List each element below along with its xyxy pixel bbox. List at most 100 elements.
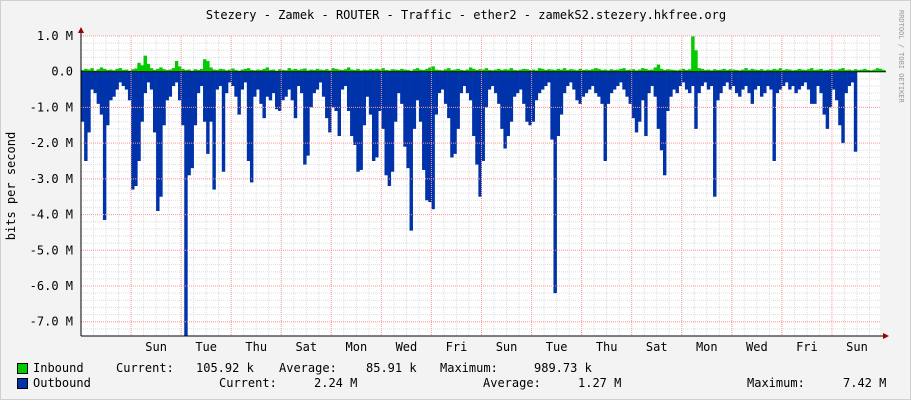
outbound-bar xyxy=(719,71,723,94)
inbound-bar xyxy=(497,68,501,72)
inbound-bar xyxy=(303,68,307,72)
inbound-bar xyxy=(159,67,163,72)
outbound-bar xyxy=(209,71,213,122)
inbound-bar xyxy=(124,69,129,72)
outbound-bar xyxy=(647,71,651,94)
outbound-bar xyxy=(556,71,561,136)
outbound-bar xyxy=(569,71,573,83)
inbound-bar xyxy=(249,69,254,72)
inbound-bar xyxy=(656,64,661,72)
inbound-bar xyxy=(146,63,151,72)
inbound-bar xyxy=(847,69,852,72)
inbound-bar xyxy=(212,69,216,72)
outbound-bar xyxy=(810,71,814,104)
inbound-bar xyxy=(825,69,830,72)
outbound-bar xyxy=(140,71,144,122)
outbound-bar xyxy=(440,71,445,90)
inbound-bar xyxy=(806,69,811,72)
outbound-bar xyxy=(487,71,492,90)
outbound-bar xyxy=(575,71,579,101)
inbound-bar xyxy=(744,68,748,72)
outbound-bar xyxy=(162,71,166,126)
outbound-bar xyxy=(709,71,714,86)
outbound-bar xyxy=(118,71,122,83)
outbound-bar xyxy=(603,71,607,161)
outbound-bar xyxy=(246,71,251,161)
outbound-bar xyxy=(203,71,207,122)
inbound-bar xyxy=(684,69,689,72)
inbound-bar xyxy=(528,69,532,72)
inbound-bar xyxy=(725,69,729,72)
inbound-bar xyxy=(431,66,435,72)
x-tick-label: Thu xyxy=(245,340,267,354)
outbound-bar xyxy=(450,71,454,158)
outbound-bar xyxy=(265,71,270,97)
outbound-bar xyxy=(356,71,360,172)
inbound-bar xyxy=(634,70,639,72)
inbound-bar xyxy=(428,67,432,72)
outbound-bar xyxy=(393,71,398,122)
x-tick-label: Mon xyxy=(346,340,368,354)
outbound-bar xyxy=(619,71,623,83)
inbound-bar xyxy=(278,69,282,72)
outbound-bar xyxy=(287,71,291,90)
outbound-bar xyxy=(481,71,485,161)
outbound-bar xyxy=(240,71,245,90)
outbound-bar xyxy=(519,71,523,90)
x-tick-label: Sat xyxy=(646,340,668,354)
outbound-bar xyxy=(606,71,611,104)
outbound-bar xyxy=(106,71,110,126)
inbound-bar xyxy=(234,69,238,72)
inbound-bar xyxy=(321,69,326,72)
outbound-bar xyxy=(515,71,520,94)
outbound-bar xyxy=(343,71,348,86)
inbound-bar xyxy=(575,70,579,72)
inbound-bar xyxy=(741,69,745,72)
outbound-bar xyxy=(102,71,107,220)
inbound-bar xyxy=(290,69,295,72)
inbound-bar xyxy=(650,69,654,72)
outbound-bar xyxy=(174,71,179,83)
outbound-bar xyxy=(409,71,413,231)
inbound-current-value: 105.92 k xyxy=(196,361,254,375)
x-tick-label: Sun xyxy=(145,340,167,354)
outbound-bar xyxy=(494,71,498,94)
inbound-bar xyxy=(763,70,767,72)
inbound-bar xyxy=(850,70,855,72)
outbound-bar xyxy=(835,71,839,101)
inbound-bar xyxy=(425,68,429,72)
inbound-bar xyxy=(544,69,548,72)
outbound-bar xyxy=(675,71,679,94)
outbound-bar xyxy=(816,71,820,86)
outbound-bar xyxy=(616,71,620,86)
outbound-bar xyxy=(165,71,169,101)
inbound-bar xyxy=(606,70,611,72)
outbound-bar xyxy=(659,71,664,151)
inbound-bar xyxy=(447,68,451,72)
inbound-bar xyxy=(775,69,780,72)
outbound-bar xyxy=(115,71,119,90)
inbound-bar xyxy=(453,69,457,72)
outbound-bar xyxy=(850,71,855,83)
chart-title: Stezery - Zamek - ROUTER - Traffic - eth… xyxy=(206,8,726,22)
outbound-bar xyxy=(268,71,273,101)
outbound-bar xyxy=(769,71,773,90)
outbound-bar xyxy=(315,71,320,90)
outbound-maximum-label: Maximum: xyxy=(747,376,805,390)
inbound-bar xyxy=(503,69,507,72)
inbound-bar xyxy=(797,68,801,72)
outbound-average-label: Average: xyxy=(483,376,541,390)
outbound-bar xyxy=(650,71,654,86)
inbound-bar xyxy=(597,68,601,72)
outbound-bar xyxy=(512,71,517,97)
inbound-bar xyxy=(256,69,260,72)
outbound-bar xyxy=(634,71,639,133)
inbound-bar xyxy=(378,69,382,72)
inbound-bar xyxy=(675,70,679,72)
inbound-bar xyxy=(831,69,836,72)
inbound-bar xyxy=(713,69,717,72)
inbound-bar xyxy=(612,69,617,72)
outbound-bar xyxy=(350,71,354,136)
outbound-bar xyxy=(400,71,404,104)
outbound-bar xyxy=(300,71,304,94)
